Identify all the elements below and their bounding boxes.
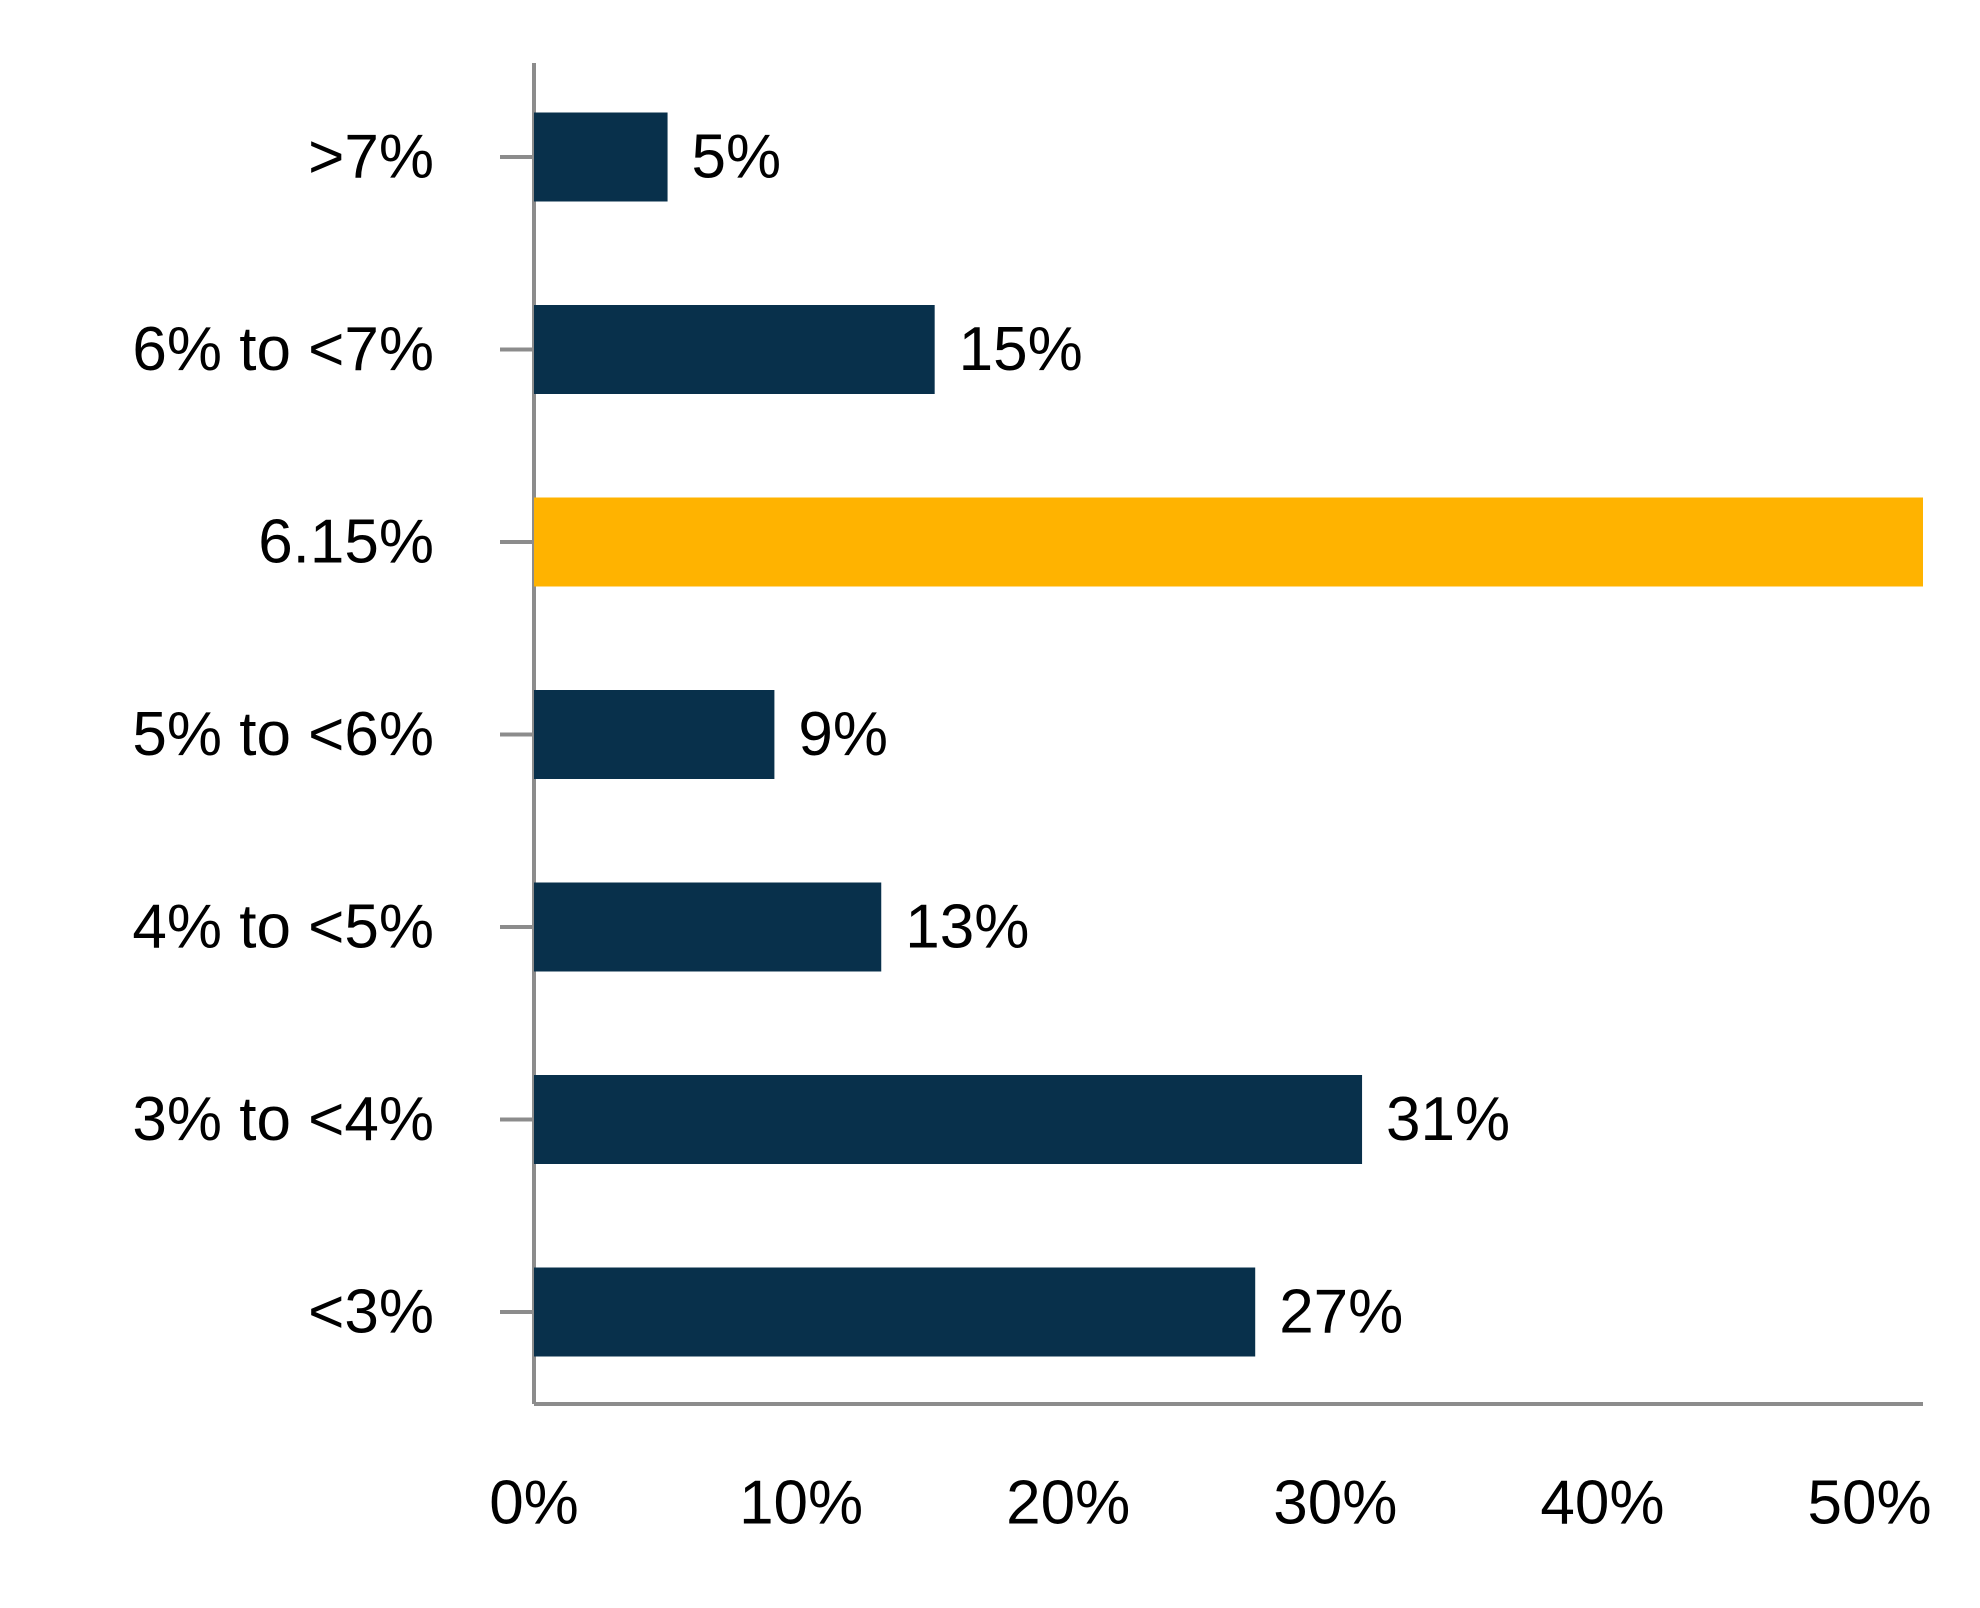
x-tick-label: 30% xyxy=(1273,1468,1397,1537)
value-label: 15% xyxy=(959,315,1083,384)
value-label: 13% xyxy=(905,892,1029,961)
bar xyxy=(534,305,935,394)
bar xyxy=(534,1267,1256,1357)
y-tick-label: 6% to <7% xyxy=(132,315,434,384)
y-tick-label: <3% xyxy=(308,1277,434,1346)
bar xyxy=(534,690,775,779)
bar xyxy=(534,112,668,202)
bar xyxy=(534,1075,1363,1164)
bar xyxy=(534,497,1923,587)
x-tick-label: 20% xyxy=(1006,1468,1130,1537)
y-tick-label: 3% to <4% xyxy=(132,1085,434,1154)
y-tick-label: 5% to <6% xyxy=(132,700,434,769)
x-tick-label: 0% xyxy=(489,1468,579,1537)
y-tick-label: 6.15% xyxy=(258,507,434,576)
value-label: 31% xyxy=(1386,1085,1510,1154)
x-tick-label: 40% xyxy=(1540,1468,1664,1537)
y-tick-label: 4% to <5% xyxy=(132,892,434,961)
x-tick-label: 10% xyxy=(739,1468,863,1537)
value-label: 5% xyxy=(692,122,782,191)
y-tick-label: >7% xyxy=(308,122,434,191)
value-label: 9% xyxy=(798,700,888,769)
value-label: 27% xyxy=(1279,1277,1403,1346)
x-tick-label: 50% xyxy=(1808,1468,1932,1537)
bar xyxy=(534,882,882,972)
